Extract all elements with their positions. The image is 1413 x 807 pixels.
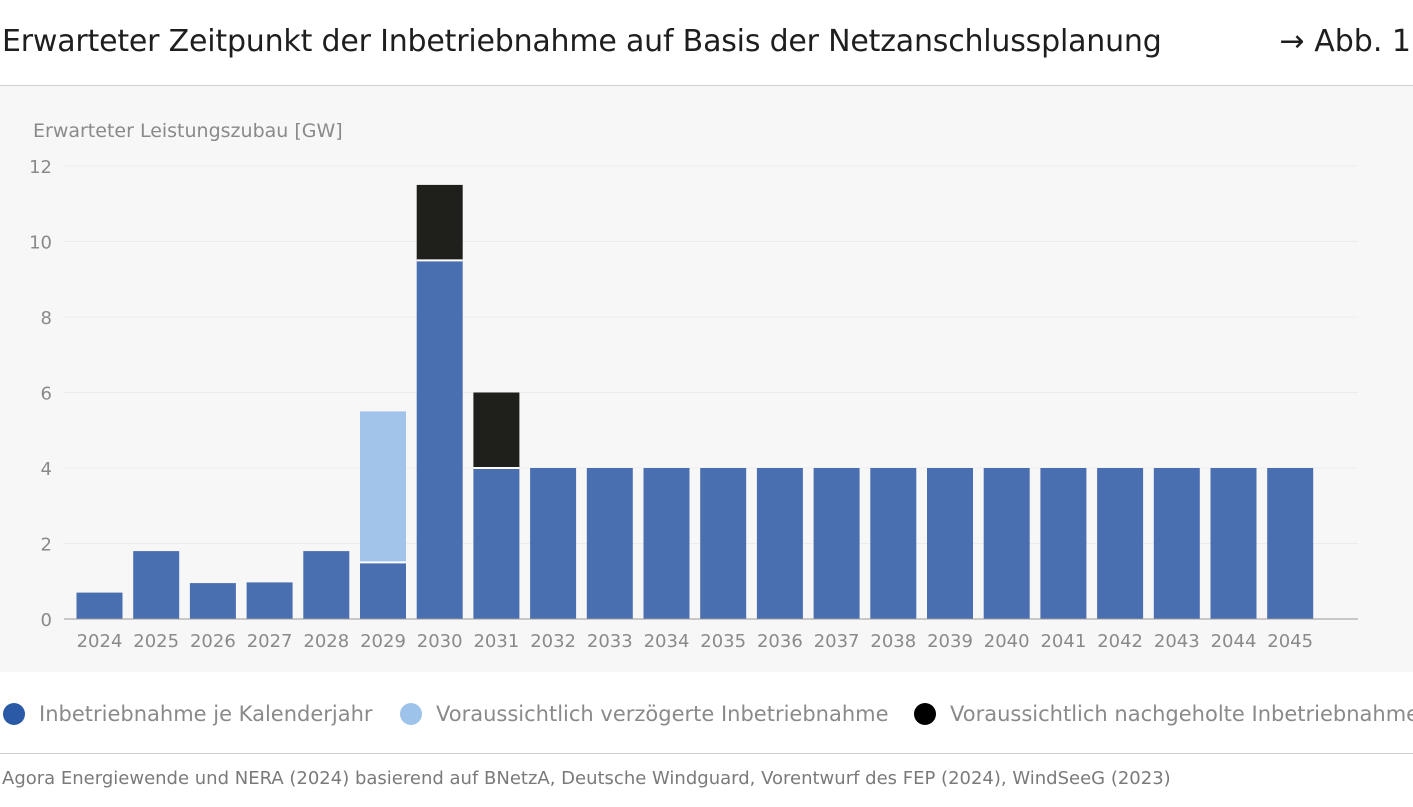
y-tick-label: 6 (41, 384, 52, 405)
legend-swatch-calendar-year (3, 703, 25, 725)
legend-label: Voraussichtlich verzögerte Inbetriebnahm… (436, 702, 889, 726)
x-tick-label: 2035 (700, 631, 746, 652)
bar-2031-series-3 (473, 392, 520, 468)
x-tick-label: 2029 (360, 631, 406, 652)
legend-item-calendar-year: Inbetriebnahme je Kalenderjahr (3, 700, 373, 728)
y-tick-label: 0 (41, 610, 52, 631)
legend-label: Voraussichtlich nachgeholte Inbetriebnah… (950, 702, 1413, 726)
chart-panel: Erwarteter Leistungszubau [GW] 0 2 4 6 8 10 12… (0, 86, 1413, 672)
source-note: Agora Energiewende und NERA (2024) basie… (2, 768, 1171, 789)
bar-2035-series-1 (700, 468, 747, 619)
bar-2028-series-1 (303, 551, 350, 619)
x-tick-labels: 2024 2025 2026 2027 2028 2029 2030 2031 2032 2033… (77, 631, 1314, 652)
y-tick-label: 12 (29, 157, 52, 178)
y-axis-label: Erwarteter Leistungszubau [GW] (33, 120, 343, 142)
bar-2027-series-1 (246, 582, 293, 619)
x-tick-label: 2024 (77, 631, 123, 652)
y-tick-label: 4 (41, 459, 52, 480)
x-tick-label: 2038 (870, 631, 916, 652)
bar-2041-series-1 (1040, 468, 1087, 619)
bars (76, 184, 1314, 619)
legend-item-delayed: Voraussichtlich verzögerte Inbetriebnahm… (400, 700, 889, 728)
chart-title: Erwarteter Zeitpunkt der Inbetriebnahme … (2, 24, 1162, 59)
bar-chart: Erwarteter Leistungszubau [GW] 0 2 4 6 8 10 12… (29, 120, 1358, 652)
x-tick-label: 2031 (473, 631, 519, 652)
bar-2040-series-1 (983, 468, 1030, 619)
bar-2038-series-1 (870, 468, 917, 619)
x-tick-label: 2045 (1267, 631, 1313, 652)
bar-2043-series-1 (1153, 468, 1200, 619)
x-tick-label: 2043 (1154, 631, 1200, 652)
x-tick-label: 2025 (133, 631, 179, 652)
bar-2042-series-1 (1097, 468, 1144, 619)
bar-2031-series-1 (473, 468, 520, 619)
x-tick-label: 2039 (927, 631, 973, 652)
bar-2024-series-1 (76, 592, 123, 619)
bar-2030-series-3 (416, 184, 463, 261)
x-tick-label: 2034 (644, 631, 690, 652)
bar-2030-series-1 (416, 260, 463, 619)
x-tick-label: 2037 (814, 631, 860, 652)
x-tick-label: 2033 (587, 631, 633, 652)
bar-2034-series-1 (643, 468, 690, 619)
bar-2025-series-1 (133, 551, 180, 619)
x-tick-label: 2036 (757, 631, 803, 652)
y-tick-label: 8 (41, 308, 52, 329)
bar-2044-series-1 (1210, 468, 1257, 619)
bar-2029-series-1 (360, 562, 406, 619)
x-tick-label: 2044 (1211, 631, 1257, 652)
legend-item-catch-up: Voraussichtlich nachgeholte Inbetriebnah… (914, 700, 1413, 728)
x-tick-label: 2032 (530, 631, 576, 652)
x-tick-label: 2042 (1097, 631, 1143, 652)
bar-2029-series-2 (360, 411, 406, 563)
header: Erwarteter Zeitpunkt der Inbetriebnahme … (0, 0, 1413, 86)
bar-2045-series-1 (1267, 468, 1314, 619)
legend-label: Inbetriebnahme je Kalenderjahr (39, 702, 373, 726)
x-tick-label: 2028 (303, 631, 349, 652)
bar-2037-series-1 (813, 468, 860, 619)
bar-2039-series-1 (927, 468, 973, 619)
x-tick-label: 2040 (984, 631, 1030, 652)
x-tick-label: 2041 (1040, 631, 1086, 652)
y-tick-label: 2 (41, 535, 52, 556)
legend-swatch-delayed (400, 703, 422, 725)
bar-2026-series-1 (189, 583, 236, 619)
bar-2036-series-1 (756, 468, 803, 619)
x-tick-label: 2030 (417, 631, 463, 652)
legend: Inbetriebnahme je Kalenderjahr Voraussic… (0, 672, 1413, 754)
y-tick-labels: 0 2 4 6 8 10 12 (29, 157, 52, 631)
x-tick-label: 2027 (247, 631, 293, 652)
bar-2032-series-1 (530, 468, 577, 619)
figure-reference-link[interactable]: → Abb. 1 (1279, 24, 1411, 59)
legend-swatch-catch-up (914, 703, 936, 725)
bar-2033-series-1 (586, 468, 633, 619)
x-tick-label: 2026 (190, 631, 236, 652)
y-tick-label: 10 (29, 233, 52, 254)
